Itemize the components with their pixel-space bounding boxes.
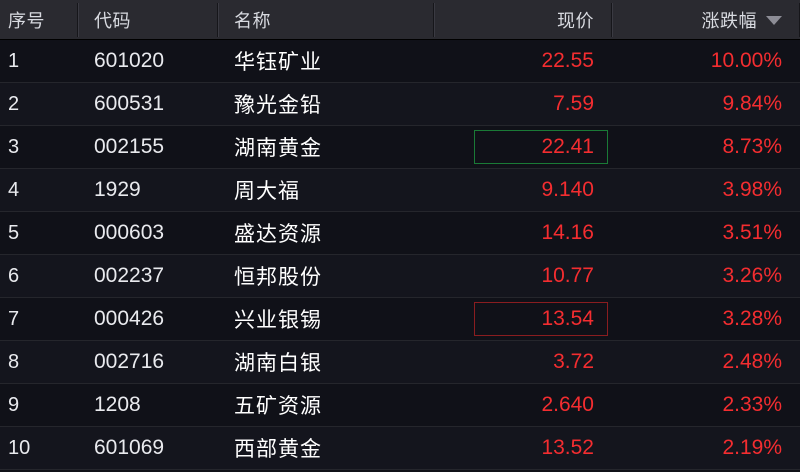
cell-price[interactable]: 22.41 xyxy=(434,126,612,168)
cell-name: 湖南黄金 xyxy=(234,137,322,160)
cell-code: 000426 xyxy=(94,307,165,330)
column-header-index-label: 序号 xyxy=(8,11,45,31)
cell-index: 10 xyxy=(8,436,31,459)
cell-name: 五矿资源 xyxy=(234,395,322,418)
price-highlight-box xyxy=(474,130,608,164)
cell-change: 10.00% xyxy=(710,49,782,72)
column-divider xyxy=(611,3,613,37)
table-row[interactable]: 10 601069 西部黄金 13.52 2.19% xyxy=(0,427,800,470)
column-header-price[interactable]: 现价 xyxy=(434,0,613,40)
table-header-row: 序号 代码 名称 现价 涨跌幅 xyxy=(0,0,800,40)
table-row[interactable] xyxy=(0,470,800,472)
cell-index: 5 xyxy=(8,221,20,244)
table-body: 1 601020 华钰矿业 22.55 10.00% 2 600531 豫光金铅 7.59 9.8… xyxy=(0,40,800,472)
column-header-code[interactable]: 代码 xyxy=(78,0,219,40)
table-row[interactable]: 9 1208 五矿资源 2.640 2.33% xyxy=(0,384,800,427)
cell-change: 3.98% xyxy=(722,178,782,201)
cell-code: 601020 xyxy=(94,49,165,72)
cell-name: 恒邦股份 xyxy=(234,266,322,289)
cell-index: 6 xyxy=(8,264,20,287)
table-row[interactable]: 1 601020 华钰矿业 22.55 10.00% xyxy=(0,40,800,83)
cell-code: 000603 xyxy=(94,221,165,244)
cell-name: 湖南白银 xyxy=(234,352,322,375)
cell-index: 1 xyxy=(8,49,20,72)
cell-change: 2.48% xyxy=(722,350,782,373)
column-header-name-label: 名称 xyxy=(234,11,271,31)
column-header-change[interactable]: 涨跌幅 xyxy=(612,0,800,40)
cell-change: 8.73% xyxy=(722,135,782,158)
table-row[interactable]: 7 000426 兴业银锡 13.54 3.28% xyxy=(0,298,800,341)
cell-price[interactable]: 13.52 xyxy=(541,436,594,459)
cell-name: 盛达资源 xyxy=(234,223,322,246)
cell-code: 002237 xyxy=(94,264,165,287)
column-divider xyxy=(77,3,79,37)
cell-code: 002716 xyxy=(94,350,165,373)
table-row[interactable]: 3 002155 湖南黄金 22.41 8.73% xyxy=(0,126,800,169)
cell-code: 1208 xyxy=(94,393,141,416)
cell-code: 1929 xyxy=(94,178,141,201)
cell-index: 3 xyxy=(8,135,20,158)
cell-name: 西部黄金 xyxy=(234,438,322,461)
cell-price[interactable]: 7.59 xyxy=(553,92,594,115)
cell-change: 3.51% xyxy=(722,221,782,244)
cell-code: 601069 xyxy=(94,436,165,459)
cell-name: 豫光金铅 xyxy=(234,94,322,117)
cell-change: 3.28% xyxy=(722,307,782,330)
column-header-name[interactable]: 名称 xyxy=(218,0,435,40)
table-row[interactable]: 2 600531 豫光金铅 7.59 9.84% xyxy=(0,83,800,126)
cell-code: 002155 xyxy=(94,135,165,158)
triangle-down-icon[interactable] xyxy=(766,15,782,25)
table-row[interactable]: 8 002716 湖南白银 3.72 2.48% xyxy=(0,341,800,384)
cell-change: 2.33% xyxy=(722,393,782,416)
cell-change: 9.84% xyxy=(722,92,782,115)
cell-name: 周大福 xyxy=(234,180,300,203)
cell-index: 4 xyxy=(8,178,20,201)
cell-index: 8 xyxy=(8,350,20,373)
cell-price[interactable]: 14.16 xyxy=(541,221,594,244)
column-header-change-label: 涨跌幅 xyxy=(701,11,757,31)
cell-index: 9 xyxy=(8,393,20,416)
column-header-price-label: 现价 xyxy=(557,11,594,31)
column-header-index[interactable]: 序号 xyxy=(0,0,79,40)
table-row[interactable]: 5 000603 盛达资源 14.16 3.51% xyxy=(0,212,800,255)
cell-price[interactable]: 9.140 xyxy=(541,178,594,201)
cell-price[interactable]: 13.54 xyxy=(434,298,612,340)
cell-price[interactable]: 10.77 xyxy=(541,264,594,287)
cell-name: 华钰矿业 xyxy=(234,51,322,74)
cell-index: 2 xyxy=(8,92,20,115)
cell-price[interactable]: 3.72 xyxy=(553,350,594,373)
column-header-code-label: 代码 xyxy=(94,11,131,31)
cell-index: 7 xyxy=(8,307,20,330)
cell-price[interactable]: 2.640 xyxy=(541,393,594,416)
cell-code: 600531 xyxy=(94,92,165,115)
column-divider xyxy=(217,3,219,37)
table-row[interactable]: 6 002237 恒邦股份 10.77 3.26% xyxy=(0,255,800,298)
cell-name: 兴业银锡 xyxy=(234,309,322,332)
column-divider xyxy=(433,3,435,37)
table-row[interactable]: 4 1929 周大福 9.140 3.98% xyxy=(0,169,800,212)
cell-price[interactable]: 22.55 xyxy=(541,49,594,72)
cell-change: 2.19% xyxy=(722,436,782,459)
cell-change: 3.26% xyxy=(722,264,782,287)
price-highlight-box xyxy=(474,302,608,336)
